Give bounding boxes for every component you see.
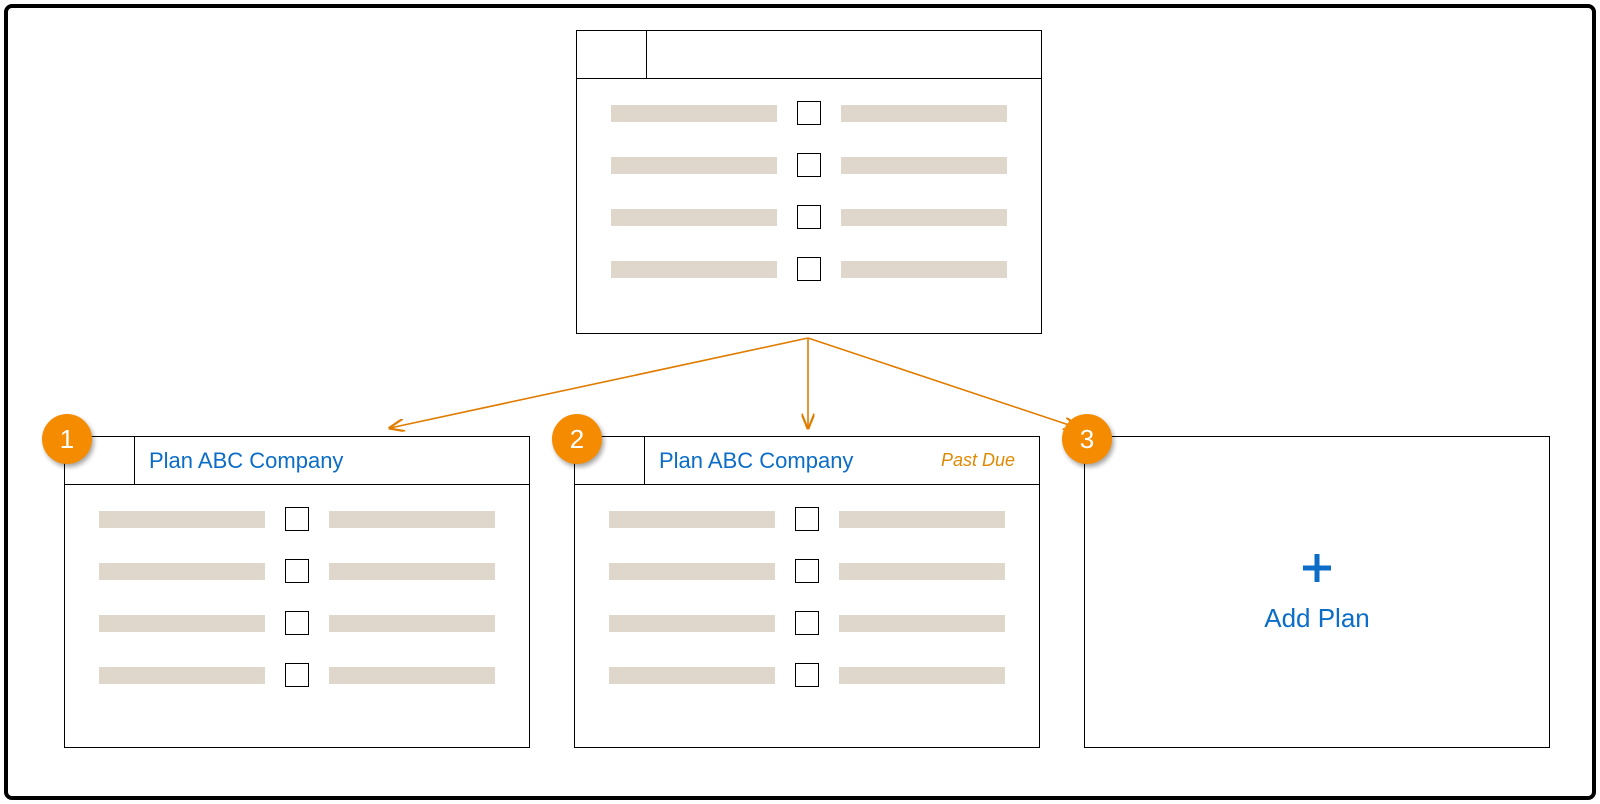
placeholder-bar <box>99 667 265 684</box>
placeholder-row <box>611 205 1007 229</box>
plus-icon <box>1300 551 1334 585</box>
placeholder-row <box>611 153 1007 177</box>
checkbox-placeholder[interactable] <box>795 663 819 687</box>
placeholder-bar <box>841 209 1007 226</box>
checkbox-placeholder[interactable] <box>797 101 821 125</box>
placeholder-bar <box>611 261 777 278</box>
placeholder-bar <box>611 209 777 226</box>
checkbox-placeholder[interactable] <box>795 559 819 583</box>
step-badge: 3 <box>1062 414 1112 464</box>
step-badge: 1 <box>42 414 92 464</box>
placeholder-bar <box>329 667 495 684</box>
placeholder-bar <box>611 105 777 122</box>
plan-card-title-area: Plan ABC Company Past Due <box>645 437 1039 484</box>
placeholder-bar <box>329 511 495 528</box>
placeholder-row <box>99 663 495 687</box>
placeholder-bar <box>609 667 775 684</box>
plan-card: Plan ABC Company Past Due <box>574 436 1040 748</box>
placeholder-bar <box>99 615 265 632</box>
checkbox-placeholder[interactable] <box>285 611 309 635</box>
placeholder-bar <box>609 511 775 528</box>
placeholder-bar <box>99 563 265 580</box>
placeholder-row <box>99 559 495 583</box>
placeholder-bar <box>609 615 775 632</box>
plan-card: Plan ABC Company <box>64 436 530 748</box>
placeholder-row <box>609 611 1005 635</box>
plan-card-title-area: Plan ABC Company <box>135 437 529 484</box>
parent-card-body <box>577 79 1041 299</box>
placeholder-bar <box>841 157 1007 174</box>
placeholder-bar <box>611 157 777 174</box>
checkbox-placeholder[interactable] <box>797 205 821 229</box>
checkbox-placeholder[interactable] <box>797 257 821 281</box>
placeholder-bar <box>609 563 775 580</box>
checkbox-placeholder[interactable] <box>795 611 819 635</box>
placeholder-bar <box>839 563 1005 580</box>
plan-title[interactable]: Plan ABC Company <box>659 448 853 474</box>
placeholder-row <box>609 559 1005 583</box>
placeholder-row <box>99 611 495 635</box>
checkbox-placeholder[interactable] <box>285 559 309 583</box>
status-badge: Past Due <box>941 450 1025 471</box>
step-badge: 2 <box>552 414 602 464</box>
placeholder-row <box>609 507 1005 531</box>
placeholder-row <box>611 101 1007 125</box>
plan-title[interactable]: Plan ABC Company <box>149 448 343 474</box>
checkbox-placeholder[interactable] <box>285 663 309 687</box>
parent-card-tab <box>577 31 647 78</box>
plan-card-header: Plan ABC Company <box>65 437 529 485</box>
parent-card-title-area <box>647 31 1041 78</box>
placeholder-bar <box>841 105 1007 122</box>
plan-card-body <box>65 485 529 705</box>
placeholder-bar <box>839 667 1005 684</box>
placeholder-row <box>609 663 1005 687</box>
placeholder-bar <box>839 615 1005 632</box>
placeholder-bar <box>329 615 495 632</box>
placeholder-bar <box>839 511 1005 528</box>
placeholder-row <box>611 257 1007 281</box>
plan-card-body <box>575 485 1039 705</box>
checkbox-placeholder[interactable] <box>285 507 309 531</box>
parent-card-header <box>577 31 1041 79</box>
placeholder-row <box>99 507 495 531</box>
add-plan-label: Add Plan <box>1264 603 1370 634</box>
placeholder-bar <box>841 261 1007 278</box>
checkbox-placeholder[interactable] <box>797 153 821 177</box>
parent-record-card <box>576 30 1042 334</box>
checkbox-placeholder[interactable] <box>795 507 819 531</box>
placeholder-bar <box>329 563 495 580</box>
placeholder-bar <box>99 511 265 528</box>
add-plan-card[interactable]: Add Plan <box>1084 436 1550 748</box>
plan-card-header: Plan ABC Company Past Due <box>575 437 1039 485</box>
